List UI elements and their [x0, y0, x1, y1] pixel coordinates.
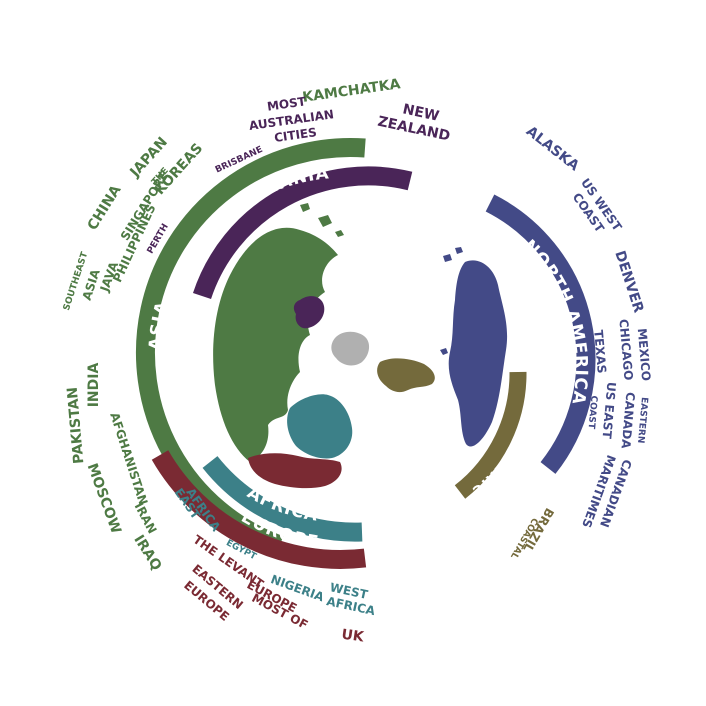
oceania-band	[192, 166, 413, 300]
europe-landmass	[248, 453, 342, 489]
label-us-east-coast: COAST	[585, 395, 598, 430]
north-america-landmass	[448, 260, 508, 447]
north-america-band	[485, 194, 596, 474]
label-cities: CITIES	[273, 125, 317, 145]
label-china: CHINA	[85, 182, 125, 233]
label-denver: DENVER	[611, 249, 646, 315]
south-america-landmass	[377, 358, 435, 393]
asia-islands	[300, 203, 344, 237]
label-uk: UK	[340, 627, 365, 646]
label-kamchatka: KAMCHATKA	[302, 76, 402, 106]
label-new: NEW	[401, 101, 440, 124]
africa-band	[202, 456, 363, 542]
label-most: MOST	[266, 94, 307, 113]
label-mexico: MEXICO	[635, 328, 654, 382]
label-afghanistan: AFGHANISTAN	[107, 411, 150, 507]
asia-band	[135, 138, 366, 554]
label-iraq: IRAQ	[130, 532, 164, 573]
australia-landmass	[293, 296, 325, 329]
label-alaska: ALASKA	[523, 123, 582, 174]
label-canada: CANADA	[618, 392, 637, 450]
south-america-band	[454, 371, 527, 499]
europe-band	[151, 450, 367, 569]
label-india: INDIA	[86, 363, 102, 408]
asia-landmass	[213, 227, 338, 462]
label-pakistan: PAKISTAN	[65, 386, 88, 464]
label-moscow: MOSCOW	[84, 461, 124, 536]
north-america-band-label: NORTH AMERICA	[519, 236, 591, 407]
landmasses	[213, 203, 508, 489]
africa-landmass	[287, 394, 353, 459]
label-eastern-canada-1: EASTERN	[635, 397, 649, 444]
label-texas: TEXAS	[591, 329, 609, 374]
label-us-east: US EAST	[599, 381, 618, 440]
antarctica-landmass	[331, 331, 370, 366]
label-iran: IRAN	[132, 500, 160, 536]
label-chicago: CHICAGO	[616, 318, 635, 380]
